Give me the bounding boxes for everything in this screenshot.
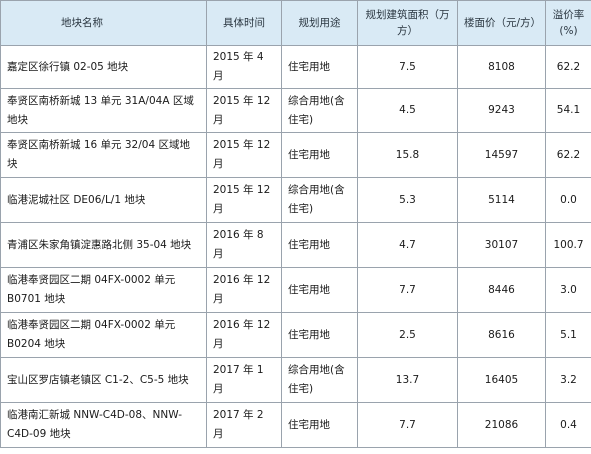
cell-use: 住宅用地 xyxy=(281,402,358,448)
cell-time: 2017 年 1 月 xyxy=(206,357,282,403)
cell-use: 住宅用地 xyxy=(281,132,358,178)
cell-use: 住宅用地 xyxy=(281,267,358,313)
cell-name: 嘉定区徐行镇 02-05 地块 xyxy=(0,45,207,89)
cell-price: 8616 xyxy=(457,312,546,358)
cell-area: 2.5 xyxy=(357,312,458,358)
header-price: 楼面价（元/方） xyxy=(457,0,546,46)
table-header-row: 地块名称 具体时间 规划用途 规划建筑面积（万方） 楼面价（元/方） 溢价率(%… xyxy=(0,0,591,46)
cell-time: 2016 年 8 月 xyxy=(206,222,282,268)
cell-name: 临港奉贤园区二期 04FX-0002 单元 B0701 地块 xyxy=(0,267,207,313)
cell-area: 4.5 xyxy=(357,88,458,133)
cell-area: 13.7 xyxy=(357,357,458,403)
table-row: 临港泥城社区 DE06/L/1 地块 2015 年 12 月 综合用地(含住宅)… xyxy=(0,177,591,223)
table-row: 嘉定区徐行镇 02-05 地块 2015 年 4 月 住宅用地 7.5 8108… xyxy=(0,45,591,89)
cell-use: 综合用地(含住宅) xyxy=(281,357,358,403)
cell-premium: 54.1 xyxy=(545,88,591,133)
table-row: 临港奉贤园区二期 04FX-0002 单元 B0701 地块 2016 年 12… xyxy=(0,267,591,313)
header-area: 规划建筑面积（万方） xyxy=(357,0,458,46)
cell-time: 2016 年 12 月 xyxy=(206,312,282,358)
cell-name: 青浦区朱家角镇淀惠路北侧 35-04 地块 xyxy=(0,222,207,268)
cell-area: 7.7 xyxy=(357,267,458,313)
cell-name: 奉贤区南桥新城 13 单元 31A/04A 区域地块 xyxy=(0,88,207,133)
cell-price: 8108 xyxy=(457,45,546,89)
cell-name: 临港泥城社区 DE06/L/1 地块 xyxy=(0,177,207,223)
cell-price: 5114 xyxy=(457,177,546,223)
table-row: 奉贤区南桥新城 16 单元 32/04 区域地块 2015 年 12 月 住宅用… xyxy=(0,132,591,178)
cell-use: 住宅用地 xyxy=(281,45,358,89)
header-premium: 溢价率(%) xyxy=(545,0,591,46)
table-row: 临港南汇新城 NNW-C4D-08、NNW-C4D-09 地块 2017 年 2… xyxy=(0,402,591,448)
cell-price: 16405 xyxy=(457,357,546,403)
table-row: 临港奉贤园区二期 04FX-0002 单元 B0204 地块 2016 年 12… xyxy=(0,312,591,358)
header-use: 规划用途 xyxy=(281,0,358,46)
cell-premium: 62.2 xyxy=(545,45,591,89)
cell-use: 综合用地(含住宅) xyxy=(281,88,358,133)
table-row: 奉贤区南桥新城 13 单元 31A/04A 区域地块 2015 年 12 月 综… xyxy=(0,88,591,133)
header-time: 具体时间 xyxy=(206,0,282,46)
cell-use: 住宅用地 xyxy=(281,312,358,358)
cell-premium: 62.2 xyxy=(545,132,591,178)
cell-name: 临港奉贤园区二期 04FX-0002 单元 B0204 地块 xyxy=(0,312,207,358)
cell-time: 2015 年 4 月 xyxy=(206,45,282,89)
cell-time: 2015 年 12 月 xyxy=(206,132,282,178)
cell-area: 5.3 xyxy=(357,177,458,223)
cell-name: 临港南汇新城 NNW-C4D-08、NNW-C4D-09 地块 xyxy=(0,402,207,448)
cell-premium: 3.0 xyxy=(545,267,591,313)
cell-premium: 100.7 xyxy=(545,222,591,268)
cell-use: 综合用地(含住宅) xyxy=(281,177,358,223)
cell-premium: 5.1 xyxy=(545,312,591,358)
cell-time: 2015 年 12 月 xyxy=(206,88,282,133)
cell-price: 8446 xyxy=(457,267,546,313)
cell-name: 宝山区罗店镇老镇区 C1-2、C5-5 地块 xyxy=(0,357,207,403)
cell-price: 14597 xyxy=(457,132,546,178)
cell-time: 2016 年 12 月 xyxy=(206,267,282,313)
cell-premium: 0.0 xyxy=(545,177,591,223)
cell-time: 2015 年 12 月 xyxy=(206,177,282,223)
header-name: 地块名称 xyxy=(0,0,207,46)
table-row: 青浦区朱家角镇淀惠路北侧 35-04 地块 2016 年 8 月 住宅用地 4.… xyxy=(0,222,591,268)
cell-area: 4.7 xyxy=(357,222,458,268)
cell-name: 奉贤区南桥新城 16 单元 32/04 区域地块 xyxy=(0,132,207,178)
cell-time: 2017 年 2 月 xyxy=(206,402,282,448)
cell-premium: 3.2 xyxy=(545,357,591,403)
cell-area: 7.7 xyxy=(357,402,458,448)
cell-price: 21086 xyxy=(457,402,546,448)
cell-area: 7.5 xyxy=(357,45,458,89)
cell-price: 9243 xyxy=(457,88,546,133)
cell-premium: 0.4 xyxy=(545,402,591,448)
table-row: 宝山区罗店镇老镇区 C1-2、C5-5 地块 2017 年 1 月 综合用地(含… xyxy=(0,357,591,403)
cell-price: 30107 xyxy=(457,222,546,268)
cell-area: 15.8 xyxy=(357,132,458,178)
cell-use: 住宅用地 xyxy=(281,222,358,268)
